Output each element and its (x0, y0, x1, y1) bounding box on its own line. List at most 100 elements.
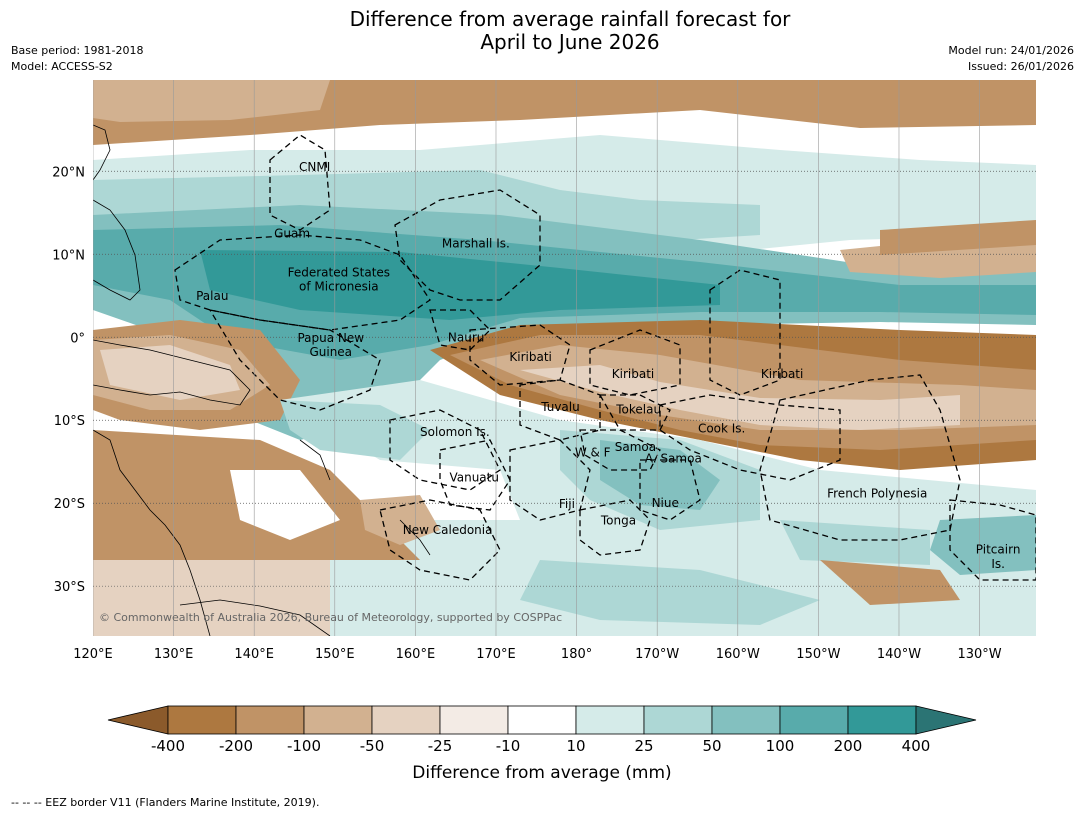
region-label: Solomon Is. (420, 425, 490, 439)
coastlines (93, 124, 431, 636)
colorbar-tick-label: 100 (766, 737, 795, 755)
eez-french-polynesia (759, 374, 961, 541)
region-label: Niue (652, 496, 679, 510)
colorbar-swatch (439, 705, 509, 735)
lon-label: 160°W (716, 647, 760, 662)
eez-tokelau (598, 394, 671, 431)
colorbar-tick-label: -50 (360, 737, 385, 755)
lat-label: 20°S (54, 497, 85, 512)
region-label: Kiribati (509, 350, 551, 364)
region-label: French Polynesia (827, 486, 927, 500)
model-name: Model: ACCESS-S2 (11, 60, 113, 73)
region-label: Papua New (297, 331, 364, 345)
coast-new-guinea (93, 339, 251, 406)
coast-australia (93, 429, 211, 636)
colorbar-extend-low (107, 705, 169, 735)
neutral-patch-coral-sea (230, 470, 340, 540)
region-label: A. Samoa (645, 451, 702, 465)
lon-label: 180° (561, 647, 592, 662)
colorbar-tick-label: 50 (702, 737, 721, 755)
colorbar-swatch (303, 705, 373, 735)
issued-date: Issued: 26/01/2026 (967, 60, 1074, 73)
dry-region-png-core (100, 345, 240, 400)
colorbar-tick-label: -10 (496, 737, 521, 755)
title-line-2: April to June 2026 (480, 30, 660, 54)
region-label: W & F (575, 446, 611, 460)
wet-region-southeast (780, 520, 930, 565)
lon-label: 170°E (476, 647, 516, 662)
coast-solomons (299, 439, 331, 481)
region-label: Vanuatu (449, 470, 499, 484)
model-run-date: Model run: 24/01/2026 (948, 44, 1074, 57)
eez-marshall (394, 189, 541, 301)
wet-band-core (200, 250, 720, 320)
coast-new-zealand (179, 599, 331, 636)
region-label: Kiribati (761, 367, 803, 381)
eez-kiribati-line (709, 269, 781, 396)
lon-label: 140°E (234, 647, 274, 662)
region-label: CNMI (299, 160, 330, 174)
region-label: Kiribati (612, 367, 654, 381)
dry-patch-northwest (93, 80, 330, 122)
region-label: Palau (196, 289, 228, 303)
graticule (93, 80, 1036, 636)
colorbar-title: Difference from average (mm) (412, 763, 671, 783)
lon-label: 150°W (796, 647, 840, 662)
title-line-1: Difference from average rainfall forecas… (349, 7, 791, 31)
wet-region-pitcairn (930, 515, 1036, 575)
colorbar-swatch (711, 705, 781, 735)
region-label: New Caledonia (403, 523, 493, 537)
colorbar-tick-label: 400 (902, 737, 931, 755)
eez-nauru (429, 309, 491, 351)
lon-label: 120°E (73, 647, 113, 662)
lat-label: 10°N (52, 248, 85, 263)
region-label: Fiji (559, 497, 575, 511)
dry-patch-southwest (93, 560, 330, 636)
wet-region-solomon (280, 400, 430, 460)
colorbar-tick-label: -100 (287, 737, 321, 755)
longitude-labels: 120°E 130°E 140°E 150°E 160°E 170°E 180° 170°W 1… (73, 647, 1002, 662)
colorbar-swatch (847, 705, 917, 735)
lat-label: 0° (70, 331, 85, 346)
eez-new-caledonia (379, 499, 501, 581)
colorbar-swatch (371, 705, 441, 735)
dry-tongue-core (520, 365, 960, 430)
region-label: Is. (991, 557, 1005, 571)
region-label: Cook Is. (698, 422, 745, 436)
region-label: Tokelau (615, 402, 661, 416)
base-period: Base period: 1981-2018 (11, 44, 144, 57)
eez-samoa (579, 429, 661, 471)
region-label: of Micronesia (299, 280, 379, 294)
region-label: Samoa (615, 440, 656, 454)
colorbar-tick-label: -25 (428, 737, 453, 755)
lon-label: 130°W (957, 647, 1001, 662)
colorbar-swatch (235, 705, 305, 735)
lon-label: 170°W (635, 647, 679, 662)
colorbar-swatch (779, 705, 849, 735)
region-label: Marshall Is. (442, 236, 510, 250)
chart-title: Difference from average rainfall forecas… (0, 8, 1085, 54)
wet-region-samoa-core (600, 440, 720, 510)
coast-philippines (93, 199, 141, 301)
meta-left: Base period: 1981-2018 Model: ACCESS-S2 (11, 43, 143, 75)
coast-taiwan (93, 124, 111, 181)
region-label: Guam (274, 227, 310, 241)
eez-fsm (174, 234, 431, 331)
colorbar: -400 -200 -100 -50 -25 -10 10 25 50 100 200 400 (107, 705, 977, 755)
region-label: Pitcairn (976, 543, 1021, 557)
region-label: Guinea (309, 345, 352, 359)
coast-new-caledonia (399, 519, 431, 556)
eez-vanuatu (439, 439, 511, 511)
rainfall-anomaly-field (93, 80, 1036, 636)
region-label: Federated States (288, 266, 390, 280)
eez-kiribati-phoenix (589, 329, 681, 396)
colorbar-tick-label: -200 (219, 737, 253, 755)
colorbar-tick-label: -400 (151, 737, 185, 755)
lat-label: 20°N (52, 165, 85, 180)
colorbar-swatch (507, 705, 577, 735)
colorbar-extend-high (915, 705, 977, 735)
eez-footnote: -- -- -- EEZ border V11 (Flanders Marine… (11, 796, 320, 809)
